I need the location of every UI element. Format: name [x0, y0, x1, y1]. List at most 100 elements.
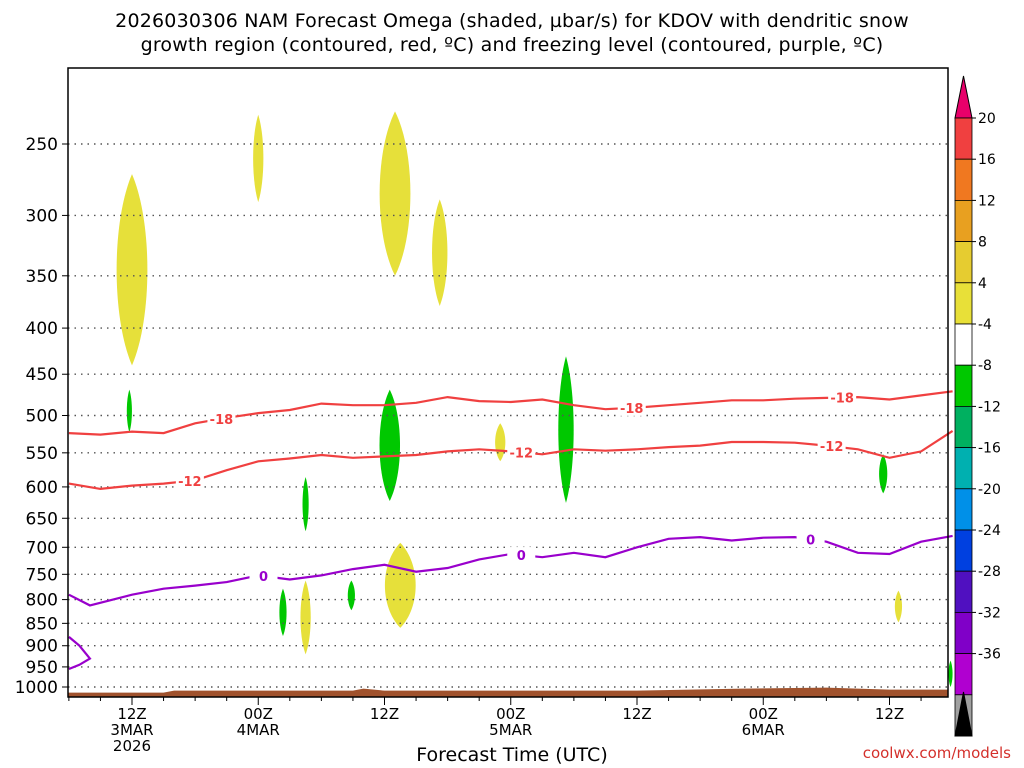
colorbar-label-12: -32 [978, 605, 1001, 621]
omega-region-15 [948, 660, 953, 687]
colorbar-swatch-7 [954, 364, 973, 407]
colorbar-swatch-2 [954, 158, 973, 201]
colorbar-swatch-13 [954, 612, 973, 655]
contour-labels: -18 -18 -18 -12 -12 -12 0 0 0 [175, 389, 857, 585]
contour-label-bg-2-2 [796, 531, 825, 548]
y-tick-label-650: 650 [26, 509, 58, 529]
x-tick-label-48-1: 5MAR [489, 721, 532, 739]
omega-region-7 [894, 590, 903, 623]
contour-label-bg-0-2 [828, 389, 857, 406]
colorbar-cap-bottom [954, 691, 973, 737]
x-tick-label-72-1: 6MAR [742, 721, 785, 739]
y-tick-label-500: 500 [26, 407, 58, 427]
x-tick-label-12-1: 3MAR [110, 721, 153, 739]
omega-region-12 [302, 476, 309, 532]
x-tick-label-48-0: 00Z [496, 705, 525, 723]
omega-region-6 [300, 580, 311, 655]
chart-title-line-2: growth region (contoured, red, ºC) and f… [140, 34, 884, 56]
terrain-layer [68, 687, 948, 697]
omega-region-14 [347, 580, 355, 611]
omega-region-0 [116, 174, 148, 366]
y-tick-label-850: 850 [26, 614, 58, 634]
colorbar-swatch-12 [954, 570, 973, 613]
colorbar-label-5: -4 [978, 317, 992, 333]
contour-label-1-2: -12 [820, 440, 844, 455]
colorbar-swatch-10 [954, 488, 973, 531]
colorbar-swatch-11 [954, 529, 973, 572]
contour-label-0-1: -18 [620, 402, 644, 417]
contour-label-bg-1-1 [507, 444, 536, 461]
contour-label-bg-0-0 [207, 410, 236, 427]
y-tick-label-300: 300 [26, 206, 58, 226]
colorbar-label-1: 16 [978, 152, 996, 168]
y-tick-label-750: 750 [26, 565, 58, 585]
x-tick-label-12-2: 2026 [113, 737, 151, 755]
y-axis: 250 300 350 400 450 500 550 600 650 700 750 800 850 9… [15, 135, 68, 698]
contour-label-2-1: 0 [517, 549, 526, 564]
gridlines [68, 143, 948, 688]
colorbar-label-10: -24 [978, 523, 1001, 539]
colorbar-swatch-5 [954, 282, 973, 325]
omega-region-9 [379, 389, 401, 502]
contour-0 [68, 390, 953, 436]
contour-label-bg-1-0 [175, 472, 204, 489]
y-tick-label-400: 400 [26, 319, 58, 339]
contour-layer [68, 390, 954, 671]
contour-label-bg-0-1 [617, 399, 646, 416]
omega-region-10 [558, 356, 574, 503]
contour-label-0-0: -18 [210, 413, 234, 428]
colorbar-label-4: 4 [978, 276, 987, 292]
contour-label-1-1: -12 [510, 446, 534, 461]
colorbar-label-11: -28 [978, 564, 1001, 580]
contour-label-2-0: 0 [259, 570, 268, 585]
colorbar-cap-top [954, 75, 973, 119]
colorbar-swatch-4 [954, 241, 973, 284]
omega-region-2 [379, 111, 411, 276]
omega-region-4 [495, 423, 506, 462]
chart-title-line-1: 2026030306 NAM Forecast Omega (shaded, µ… [115, 10, 909, 32]
y-tick-label-900: 900 [26, 637, 58, 657]
x-tick-label-24-1: 4MAR [237, 721, 280, 739]
terrain-fill [68, 687, 948, 697]
contour-label-1-0: -12 [178, 475, 202, 490]
contour-label-2-2: 0 [806, 533, 815, 548]
x-tick-label-60-0: 12Z [622, 705, 651, 723]
colorbar-swatch-9 [954, 447, 973, 490]
colorbar-label-8: -16 [978, 441, 1001, 457]
y-tick-label-950: 950 [26, 658, 58, 678]
colorbar: 20 16 12 8 4 -4 -8 -12 -16 -20 -24 -28 -32 -36 [954, 75, 1001, 737]
omega-region-5 [384, 542, 416, 628]
omega-region-3 [432, 199, 448, 306]
contour-label-bg-1-2 [817, 438, 846, 455]
colorbar-swatch-6 [954, 323, 973, 366]
omega-region-1 [253, 114, 264, 203]
y-tick-label-250: 250 [26, 135, 58, 155]
x-tick-label-24-0: 00Z [244, 705, 273, 723]
omega-region-13 [279, 588, 287, 637]
colorbar-swatch-8 [954, 405, 973, 448]
contour-3 [68, 636, 92, 671]
y-tick-label-550: 550 [26, 444, 58, 464]
y-tick-label-350: 350 [26, 267, 58, 287]
y-tick-label-600: 600 [26, 478, 58, 498]
y-tick-label-1000: 1000 [15, 678, 58, 698]
colorbar-label-13: -36 [978, 647, 1001, 663]
colorbar-swatch-3 [954, 199, 973, 242]
contour-label-bg-2-1 [507, 547, 536, 564]
colorbar-label-7: -12 [978, 399, 1001, 415]
x-tick-label-36-0: 12Z [370, 705, 399, 723]
omega-region-11 [879, 454, 888, 494]
contour-label-bg-2-0 [249, 568, 278, 585]
colorbar-swatch-14 [954, 653, 973, 696]
colorbar-label-0: 20 [978, 111, 996, 127]
x-tick-label-84-0: 12Z [875, 705, 904, 723]
colorbar-label-9: -20 [978, 482, 1001, 498]
x-axis-label: Forecast Time (UTC) [416, 744, 608, 766]
colorbar-label-3: 8 [978, 235, 987, 251]
credit-text: coolwx.com/models [862, 744, 1011, 762]
x-tick-label-72-0: 00Z [749, 705, 778, 723]
colorbar-label-2: 12 [978, 193, 996, 209]
omega-region-8 [126, 389, 132, 433]
